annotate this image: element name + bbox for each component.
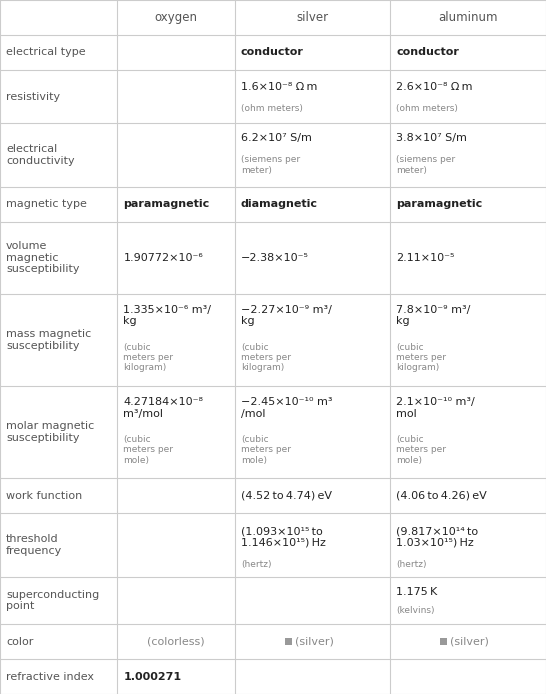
Text: conductor: conductor: [241, 47, 304, 58]
Text: (cubic
meters per
kilogram): (cubic meters per kilogram): [123, 343, 174, 373]
Text: 4.27184×10⁻⁸
m³/mol: 4.27184×10⁻⁸ m³/mol: [123, 397, 203, 418]
Text: 6.2×10⁷ S/m: 6.2×10⁷ S/m: [241, 133, 312, 143]
Text: molar magnetic
susceptibility: molar magnetic susceptibility: [6, 421, 94, 443]
Text: (kelvins): (kelvins): [396, 607, 435, 616]
Text: (9.817×10¹⁴ to
1.03×10¹⁵) Hz: (9.817×10¹⁴ to 1.03×10¹⁵) Hz: [396, 526, 478, 548]
Text: (cubic
meters per
mole): (cubic meters per mole): [396, 435, 447, 465]
Text: 1.335×10⁻⁶ m³/
kg: 1.335×10⁻⁶ m³/ kg: [123, 305, 211, 326]
Text: threshold
frequency: threshold frequency: [6, 534, 62, 556]
Text: (4.52 to 4.74) eV: (4.52 to 4.74) eV: [241, 491, 332, 501]
Text: conductor: conductor: [396, 47, 459, 58]
Text: (cubic
meters per
mole): (cubic meters per mole): [241, 435, 291, 465]
Text: 2.6×10⁻⁸ Ω m: 2.6×10⁻⁸ Ω m: [396, 82, 473, 92]
Text: oxygen: oxygen: [155, 11, 198, 24]
Text: paramagnetic: paramagnetic: [123, 199, 210, 210]
Bar: [440, 638, 447, 645]
Text: electrical
conductivity: electrical conductivity: [6, 144, 75, 166]
Text: (cubic
meters per
kilogram): (cubic meters per kilogram): [241, 343, 291, 373]
Text: (4.06 to 4.26) eV: (4.06 to 4.26) eV: [396, 491, 487, 501]
Text: −2.38×10⁻⁵: −2.38×10⁻⁵: [241, 253, 308, 263]
Text: aluminum: aluminum: [438, 11, 498, 24]
Text: 3.8×10⁷ S/m: 3.8×10⁷ S/m: [396, 133, 467, 143]
Text: (1.093×10¹⁵ to
1.146×10¹⁵) Hz: (1.093×10¹⁵ to 1.146×10¹⁵) Hz: [241, 526, 325, 548]
Text: silver: silver: [296, 11, 329, 24]
Text: 1.175 K: 1.175 K: [396, 587, 438, 597]
Text: paramagnetic: paramagnetic: [396, 199, 483, 210]
Text: color: color: [6, 636, 33, 647]
Text: (silver): (silver): [450, 636, 489, 647]
Text: (siemens per
meter): (siemens per meter): [396, 155, 455, 175]
Text: 1.000271: 1.000271: [123, 672, 181, 682]
Text: (ohm meters): (ohm meters): [396, 103, 458, 112]
Text: (cubic
meters per
mole): (cubic meters per mole): [123, 435, 174, 465]
Text: volume
magnetic
susceptibility: volume magnetic susceptibility: [6, 241, 80, 274]
Text: superconducting
point: superconducting point: [6, 590, 99, 611]
Text: diamagnetic: diamagnetic: [241, 199, 318, 210]
Text: (cubic
meters per
kilogram): (cubic meters per kilogram): [396, 343, 447, 373]
Text: 7.8×10⁻⁹ m³/
kg: 7.8×10⁻⁹ m³/ kg: [396, 305, 471, 326]
Text: (hertz): (hertz): [396, 560, 427, 569]
Text: electrical type: electrical type: [6, 47, 86, 58]
Text: 2.1×10⁻¹⁰ m³/
mol: 2.1×10⁻¹⁰ m³/ mol: [396, 397, 475, 418]
Text: work function: work function: [6, 491, 82, 501]
Text: refractive index: refractive index: [6, 672, 94, 682]
Text: (siemens per
meter): (siemens per meter): [241, 155, 300, 175]
Text: 1.6×10⁻⁸ Ω m: 1.6×10⁻⁸ Ω m: [241, 82, 317, 92]
Bar: [284, 638, 292, 645]
Text: 2.11×10⁻⁵: 2.11×10⁻⁵: [396, 253, 455, 263]
Text: −2.45×10⁻¹⁰ m³
/mol: −2.45×10⁻¹⁰ m³ /mol: [241, 397, 333, 418]
Text: (colorless): (colorless): [147, 636, 205, 647]
Text: resistivity: resistivity: [6, 92, 60, 101]
Text: (hertz): (hertz): [241, 560, 271, 569]
Text: (ohm meters): (ohm meters): [241, 103, 302, 112]
Text: −2.27×10⁻⁹ m³/
kg: −2.27×10⁻⁹ m³/ kg: [241, 305, 331, 326]
Text: magnetic type: magnetic type: [6, 199, 87, 210]
Text: 1.90772×10⁻⁶: 1.90772×10⁻⁶: [123, 253, 203, 263]
Text: mass magnetic
susceptibility: mass magnetic susceptibility: [6, 329, 91, 350]
Text: (silver): (silver): [295, 636, 334, 647]
